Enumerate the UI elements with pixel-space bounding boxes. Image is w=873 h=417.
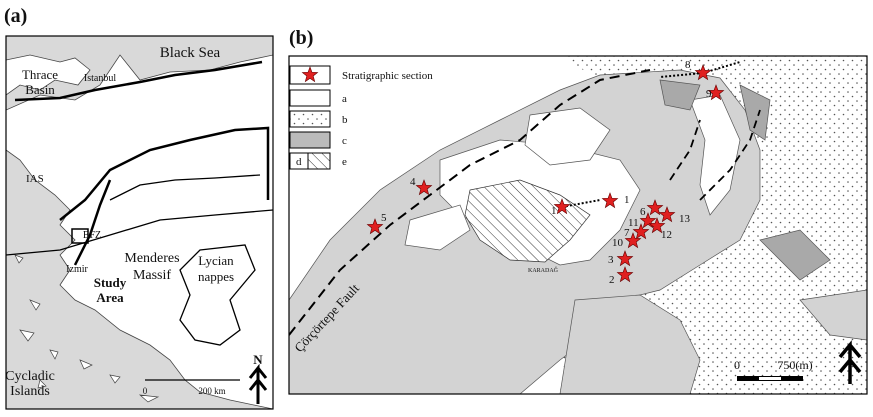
section-label: 8 bbox=[685, 59, 691, 71]
scale-label: 750(m) bbox=[777, 358, 812, 372]
scale-label: 0 bbox=[734, 358, 740, 372]
legend-swatch bbox=[290, 132, 330, 148]
legend-label: a bbox=[342, 93, 347, 105]
north-label: N bbox=[253, 352, 263, 367]
legend-swatch bbox=[308, 153, 330, 169]
place-label: Black Sea bbox=[160, 45, 221, 61]
legend-label: e bbox=[342, 156, 347, 168]
place-label: Izmir bbox=[66, 264, 88, 275]
legend-label: b bbox=[342, 114, 348, 126]
legend-label: Stratigraphic section bbox=[342, 70, 433, 82]
section-label: 4 bbox=[410, 176, 416, 188]
place-label: BFZ bbox=[83, 230, 101, 241]
panel-label: (b) bbox=[289, 27, 313, 49]
legend-label: d bbox=[296, 156, 302, 168]
section-label: 12 bbox=[661, 229, 672, 241]
place-label: IAS bbox=[26, 173, 44, 185]
section-label: 1 bbox=[551, 205, 557, 217]
place-label: Basin bbox=[25, 82, 55, 97]
section-label: 2 bbox=[609, 274, 615, 286]
section-label: 13 bbox=[679, 213, 691, 225]
place-label: Thrace bbox=[22, 67, 58, 82]
place-label: Islands bbox=[10, 384, 50, 399]
section-label: 7 bbox=[624, 227, 630, 239]
section-label: 3 bbox=[608, 254, 614, 266]
place-label: Menderes bbox=[124, 251, 179, 266]
place-label: Study bbox=[94, 275, 127, 290]
figure: (a) (b) Black Sea ThraceBasin Istanbul IAS BFZ… bbox=[0, 0, 873, 417]
place-label: Area bbox=[96, 290, 124, 305]
panel-label: (a) bbox=[4, 5, 27, 27]
section-label: 11 bbox=[628, 217, 639, 229]
section-label: 9 bbox=[706, 88, 712, 100]
scale-label: 200 km bbox=[198, 386, 225, 396]
section-label: 1 bbox=[624, 194, 630, 206]
section-label: 5 bbox=[381, 212, 387, 224]
legend-label: c bbox=[342, 135, 347, 147]
scale-label: 0 bbox=[143, 386, 148, 396]
place-label: Istanbul bbox=[84, 73, 116, 84]
legend-swatch bbox=[290, 90, 330, 106]
section-label: 10 bbox=[612, 237, 624, 249]
place-label: nappes bbox=[198, 269, 234, 284]
section-label: 6 bbox=[640, 206, 646, 218]
place-label: Massif bbox=[133, 268, 171, 283]
legend-swatch bbox=[290, 111, 330, 127]
place-label: Cycladic bbox=[5, 369, 55, 384]
place-label: Lycian bbox=[198, 253, 234, 268]
place-label: KARADAĞ bbox=[528, 266, 559, 274]
scale-bar bbox=[759, 377, 781, 380]
